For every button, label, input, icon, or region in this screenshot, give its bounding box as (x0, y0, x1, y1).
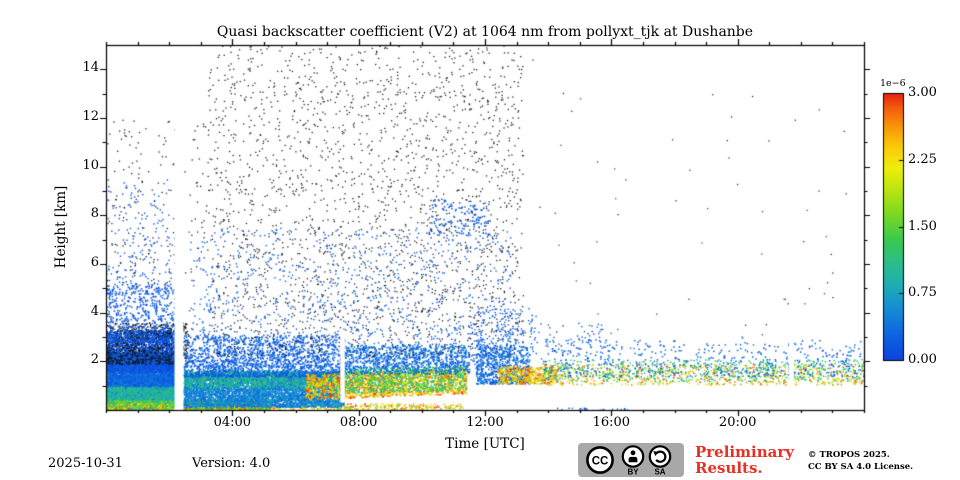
y-tick-label: 10 (82, 157, 99, 173)
y-tick-label: 4 (90, 303, 99, 319)
y-tick-label: 8 (90, 206, 99, 222)
by-person-body-icon (628, 456, 638, 463)
colorbar-tick-label: 0.00 (908, 352, 937, 367)
y-tick-label: 14 (82, 60, 99, 76)
footer-date: 2025-10-31 (48, 456, 123, 471)
by-circle-icon (621, 445, 645, 468)
x-tick-label: 12:00 (466, 415, 504, 430)
by-person-head-icon (630, 450, 636, 456)
by-label: BY (627, 468, 639, 477)
x-tick-label: 20:00 (718, 415, 757, 430)
license-line: CC BY SA 4.0 License. (808, 461, 914, 472)
y-tick-label: 2 (90, 352, 99, 368)
license-note: © TROPOS 2025. CC BY SA 4.0 License. (808, 450, 913, 473)
x-tick-label: 16:00 (592, 415, 631, 430)
colorbar-scale-label: 1e−6 (880, 78, 906, 89)
chart-title: Quasi backscatter coefficient (V2) at 10… (216, 24, 754, 40)
colorbar-tick-label: 2.25 (908, 151, 937, 167)
y-tick-label: 12 (82, 109, 99, 124)
colorbar-tick-label: 0.75 (908, 285, 937, 301)
preliminary-line2: Results. (695, 459, 763, 477)
sa-label: SA (654, 468, 665, 477)
preliminary-line1: Preliminary (695, 443, 794, 461)
cc-letters: CC (592, 456, 609, 468)
x-tick-label: 08:00 (339, 415, 378, 430)
y-tick-label: 6 (90, 255, 99, 270)
footer-version: Version: 4.0 (192, 456, 271, 471)
sa-circle-icon (648, 445, 672, 468)
x-tick-label: 04:00 (213, 415, 252, 430)
sa-arrowhead-icon (653, 451, 659, 456)
cc-by-sa-badge: CC BY SA (578, 443, 684, 477)
cc-circle-icon (586, 446, 614, 474)
copyright-line: © TROPOS 2025. (808, 450, 890, 460)
preliminary-results-note: Preliminary Results. (695, 444, 794, 476)
x-axis-label: Time [UTC] (445, 436, 525, 452)
sa-arrow-icon (655, 450, 667, 463)
colorbar-tick-label: 1.50 (908, 218, 937, 234)
colorbar-tick-label: 3.00 (908, 85, 937, 100)
